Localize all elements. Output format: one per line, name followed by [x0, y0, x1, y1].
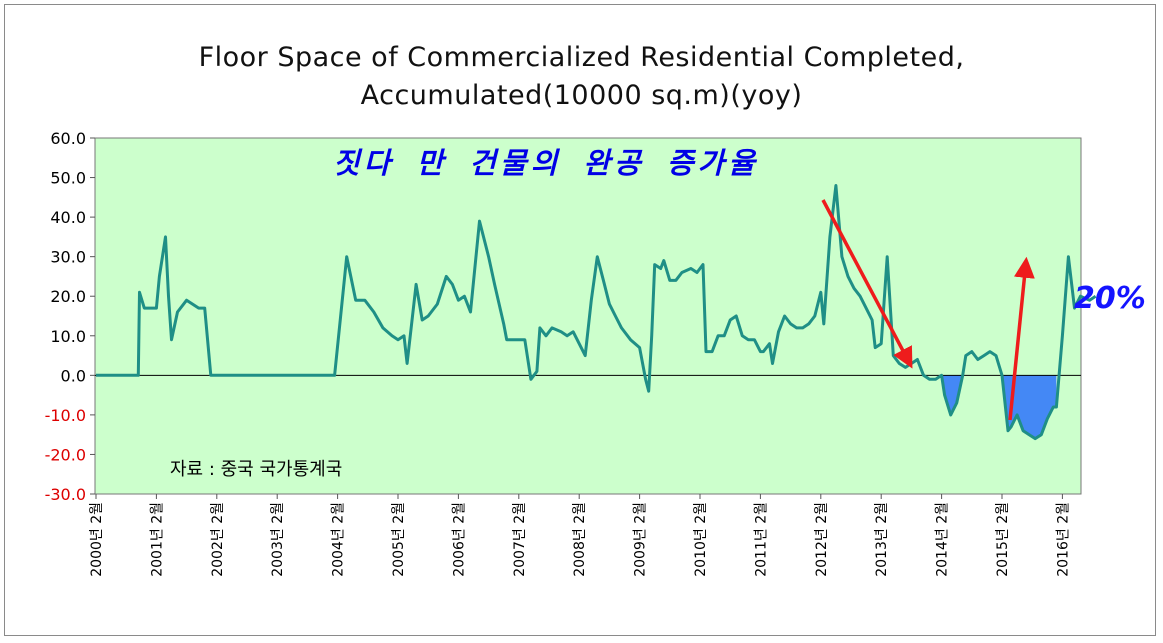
y-tick-label: 20.0 — [50, 287, 86, 306]
x-tick-label: 2016년 2월 — [1055, 502, 1071, 577]
y-tick-label: -10.0 — [45, 406, 86, 425]
x-tick-label: 2010년 2월 — [693, 502, 709, 577]
y-tick-label: 10.0 — [50, 327, 86, 346]
x-tick-label: 2002년 2월 — [210, 502, 226, 577]
y-tick-label: -20.0 — [45, 445, 86, 464]
down-arrow — [821, 199, 913, 369]
y-tick-label: -30.0 — [45, 485, 86, 504]
y-tick-label: 30.0 — [50, 248, 86, 267]
series-line — [96, 184, 1097, 441]
negative-area — [941, 375, 963, 415]
x-tick-label: 2006년 2월 — [451, 502, 467, 577]
x-tick-label: 2007년 2월 — [512, 502, 528, 577]
up-arrow — [1008, 256, 1035, 421]
x-tick-label: 2008년 2월 — [572, 502, 588, 577]
x-tick-label: 2013년 2월 — [874, 502, 890, 577]
y-tick-label: 60.0 — [50, 129, 86, 148]
x-tick-label: 2000년 2월 — [89, 502, 105, 577]
y-tick-label: 40.0 — [50, 208, 86, 227]
x-tick-label: 2004년 2월 — [331, 502, 347, 577]
x-tick-label: 2015년 2월 — [995, 502, 1011, 577]
x-tick-label: 2003년 2월 — [270, 502, 286, 577]
x-tick-label: 2009년 2월 — [633, 502, 649, 577]
y-tick-label: 50.0 — [50, 169, 86, 188]
korean-annotation: 짓다 만 건물의 완공 증가율 — [333, 146, 759, 180]
x-tick-label: 2014년 2월 — [935, 502, 951, 577]
chart-subtitle: Accumulated(10000 sq.m)(yoy) — [360, 80, 803, 111]
x-tick-label: 2005년 2월 — [391, 502, 407, 577]
source-note: 자료 : 중국 국가통계국 — [170, 459, 343, 480]
y-tick-label: 0.0 — [61, 366, 86, 385]
plot-area — [94, 137, 1082, 495]
chart-title: Floor Space of Commercialized Residentia… — [198, 42, 965, 73]
x-tick-label: 2001년 2월 — [149, 502, 165, 577]
x-tick-label: 2011년 2월 — [753, 502, 769, 577]
x-tick-label: 2012년 2월 — [814, 502, 830, 577]
percent-annotation: 20% — [1074, 281, 1146, 316]
negative-area — [1002, 375, 1057, 439]
